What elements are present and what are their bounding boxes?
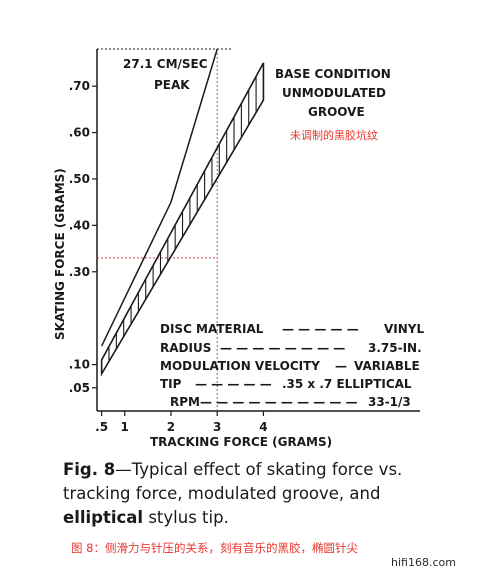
y-tick-label: .50	[69, 172, 90, 186]
spec-label: MODULATION VELOCITY	[160, 359, 320, 373]
caption-bold-word: elliptical	[63, 508, 144, 527]
x-axis-title: TRACKING FORCE (GRAMS)	[150, 435, 332, 449]
spec-value: .35 x .7 ELLIPTICAL	[282, 377, 412, 391]
spec-label: DISC MATERIAL	[160, 322, 264, 336]
base-condition-band	[100, 62, 265, 377]
spec-table: DISC MATERIAL — — — — — VINYL RADIUS — —…	[160, 322, 424, 409]
x-tick-label: .5	[95, 420, 108, 434]
spec-value: 33-1/3	[368, 395, 411, 409]
spec-dashes: — — — — — — — — — —	[200, 395, 358, 409]
figure-caption: Fig. 8—Typical effect of skating force v…	[63, 458, 463, 530]
watermark: hifi168.com	[391, 556, 456, 569]
y-tick-label: .70	[69, 79, 90, 93]
spec-value: 3.75-IN.	[368, 341, 422, 355]
base-band-outline	[100, 62, 265, 377]
spec-row: TIP — — — — — .35 x .7 ELLIPTICAL	[160, 377, 412, 391]
spec-row: MODULATION VELOCITY — VARIABLE	[160, 359, 420, 373]
caption-line2: tracking force, modulated groove, and	[63, 484, 381, 503]
spec-dashes: — — — — —	[195, 377, 272, 391]
spec-label: RPM	[170, 395, 200, 409]
caption-line3: stylus tip.	[143, 508, 229, 527]
spec-label: TIP	[160, 377, 182, 391]
x-tick-label: 4	[259, 420, 267, 434]
x-tick-label: 2	[167, 420, 175, 434]
peak-annotation-line1: 27.1 CM/SEC	[123, 57, 208, 71]
spec-value: VARIABLE	[354, 359, 420, 373]
y-tick-label: .40	[69, 218, 90, 232]
y-tick-label: .10	[69, 358, 90, 372]
base-annotation-line3: GROOVE	[308, 105, 365, 119]
base-annotation-chinese: 未调制的黑胶坑纹	[290, 128, 378, 142]
spec-value: VINYL	[384, 322, 424, 336]
spec-row: DISC MATERIAL — — — — — VINYL	[160, 322, 424, 336]
spec-dashes: — — — — — — — —	[220, 341, 345, 355]
y-tick-label: .05	[69, 381, 90, 395]
x-tick-label: 1	[121, 420, 129, 434]
base-annotation-line1: BASE CONDITION	[275, 67, 391, 81]
peak-annotation-line2: PEAK	[154, 78, 190, 92]
axis-ticks: .5 1 2 3 4 .05 .10 .30 .40 .50 .60 .70	[69, 79, 268, 434]
peak-series	[100, 48, 218, 347]
spec-row: RADIUS — — — — — — — — 3.75-IN.	[160, 341, 422, 355]
spec-row: RPM — — — — — — — — — — 33-1/3	[170, 395, 411, 409]
spec-dashes: —	[335, 359, 347, 373]
chinese-caption: 图 8：侧滑力与针压的关系，刻有音乐的黑胶，椭圆针尖	[71, 541, 358, 555]
y-tick-label: .60	[69, 126, 90, 140]
y-axis-title: SKATING FORCE (GRAMS)	[53, 168, 67, 340]
spec-dashes: — — — — —	[282, 322, 359, 336]
x-tick-label: 3	[213, 420, 221, 434]
chart-frame	[96, 48, 420, 412]
peak-line	[100, 48, 218, 347]
caption-line1: —Typical effect of skating force vs.	[115, 460, 403, 479]
figure-number: Fig. 8	[63, 460, 116, 479]
base-annotation-line2: UNMODULATED	[282, 86, 386, 100]
y-tick-label: .30	[69, 265, 90, 279]
spec-label: RADIUS	[160, 341, 211, 355]
